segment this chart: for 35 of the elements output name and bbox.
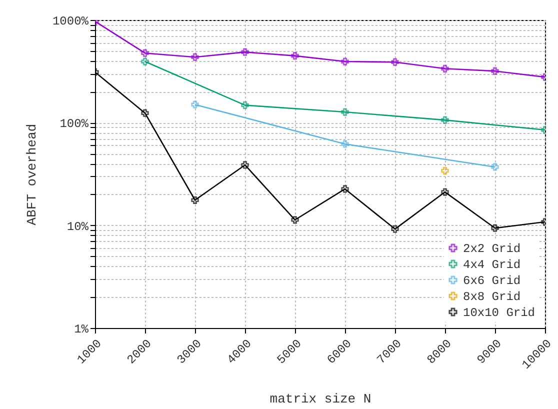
- point: [141, 109, 149, 117]
- x-axis-title: matrix size N: [270, 392, 372, 407]
- y-tick-label: 1%: [74, 322, 90, 336]
- legend-label: 10x10 Grid: [463, 306, 536, 320]
- point: [491, 163, 499, 171]
- legend-label: 8x8 Grid: [463, 290, 521, 304]
- y-tick-label: 1000%: [52, 14, 90, 28]
- point: [391, 225, 399, 233]
- point: [191, 196, 199, 204]
- point: [341, 185, 349, 193]
- point: [191, 100, 199, 108]
- point: [441, 188, 449, 196]
- point: [341, 108, 349, 116]
- point: [391, 58, 399, 66]
- point: [441, 64, 449, 72]
- point: [241, 161, 249, 169]
- point: [441, 166, 449, 175]
- point: [291, 216, 299, 224]
- point: [191, 53, 199, 61]
- point: [491, 224, 499, 232]
- point: [241, 48, 249, 56]
- y-axis-title: ABFT overhead: [24, 124, 40, 226]
- legend-label: 4x4 Grid: [463, 258, 521, 272]
- point: [441, 116, 449, 124]
- point: [241, 101, 249, 109]
- y-tick-label: 10%: [66, 220, 90, 234]
- point: [141, 58, 149, 66]
- legend-label: 2x2 Grid: [463, 242, 521, 256]
- point: [491, 67, 499, 75]
- y-tick-label: 100%: [60, 117, 90, 132]
- point: [291, 52, 299, 60]
- legend-label: 6x6 Grid: [463, 274, 521, 288]
- point: [341, 140, 349, 148]
- point: [141, 49, 149, 57]
- point: [341, 58, 349, 66]
